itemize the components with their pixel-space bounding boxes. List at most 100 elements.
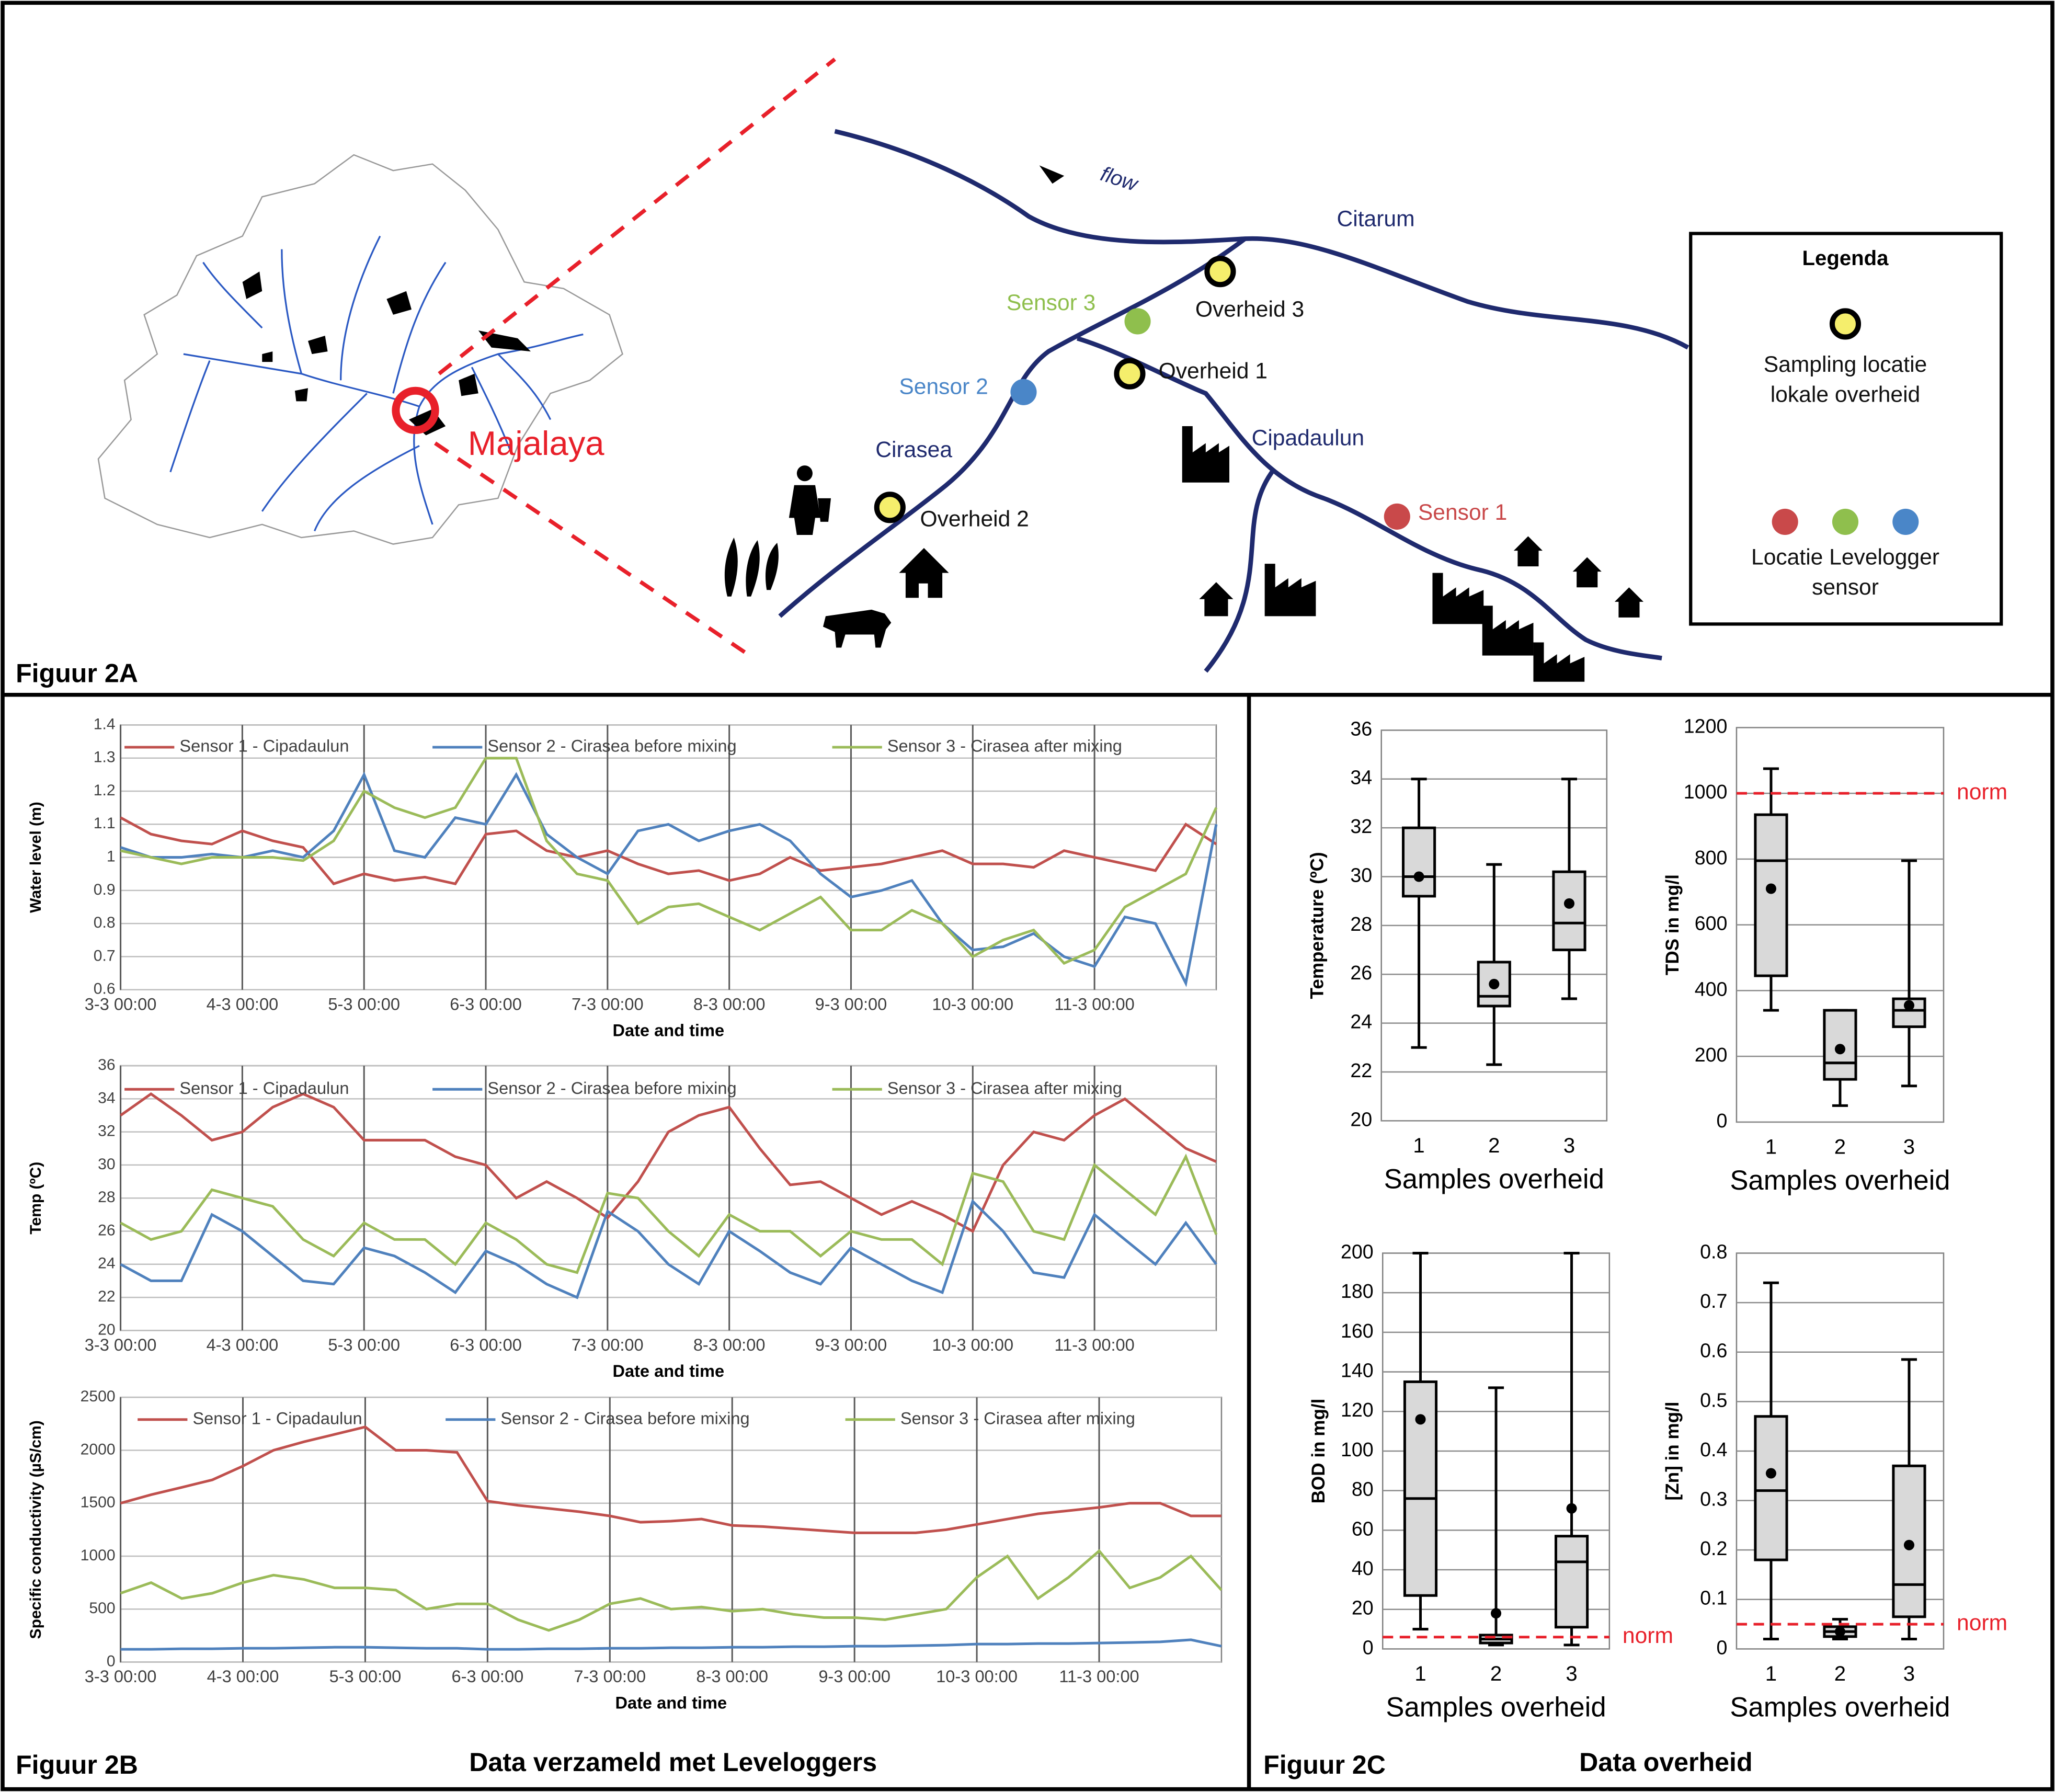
y-axis-label: Water level (m) (27, 802, 44, 913)
x-tick-label: 9-3 00:00 (818, 1667, 891, 1686)
mean-dot (1903, 1539, 1914, 1550)
y-axis-label: Temperature (ºC) (1307, 852, 1328, 999)
majalaya-marker (392, 386, 439, 435)
legend-label: Sensor 3 - Cirasea after mixing (900, 1409, 1135, 1428)
site-label: Overheid 2 (920, 507, 1029, 532)
sites (874, 256, 1236, 523)
legend-text: lokale overheid (1771, 382, 1921, 407)
legend-label: Sensor 1 - Cipadaulun (179, 737, 349, 756)
legend-label: Sensor 3 - Cirasea after mixing (887, 737, 1122, 756)
y-tick-label: 200 (1341, 1240, 1374, 1262)
site-label: Sensor 2 (899, 374, 988, 400)
x-axis-label: Date and time (615, 1693, 727, 1712)
legend-box (1689, 232, 2003, 626)
y-tick-label: 22 (98, 1288, 115, 1305)
site-label: Sensor 3 (1007, 290, 1095, 315)
mean-dot (1834, 1044, 1845, 1055)
x-tick-label: 3 (1566, 1662, 1577, 1685)
box (1403, 1380, 1438, 1597)
x-tick-label: 8-3 00:00 (693, 995, 766, 1013)
overheid-site (1204, 256, 1236, 288)
y-tick-label: 1 (107, 848, 116, 865)
y-tick-label: 2500 (81, 1388, 116, 1405)
y-tick-label: 0 (1716, 1110, 1727, 1132)
x-tick-label: 4-3 00:00 (207, 995, 279, 1013)
x-tick-label: 2 (1834, 1136, 1846, 1159)
box (1401, 826, 1436, 898)
x-tick-label: 3-3 00:00 (85, 995, 157, 1013)
watershed-outline (97, 154, 623, 545)
y-tick-label: 100 (1341, 1439, 1374, 1460)
y-tick-label: 500 (89, 1600, 115, 1617)
x-axis-label: Samples overheid (1730, 1165, 1950, 1196)
x-tick-label: 5-3 00:00 (328, 995, 400, 1013)
x-tick-label: 11-3 00:00 (1054, 995, 1134, 1013)
data-line (120, 816, 1217, 886)
x-tick-label: 6-3 00:00 (452, 1667, 524, 1686)
y-tick-label: 0 (107, 1652, 116, 1670)
x-tick-label: 4-3 00:00 (207, 1336, 279, 1354)
y-tick-label: 30 (98, 1156, 115, 1173)
x-tick-label: 3 (1563, 1134, 1575, 1157)
data-line (120, 1092, 1217, 1234)
y-tick-label: 160 (1341, 1320, 1374, 1342)
river-schematic: flow Citarum Cirasea Cipadaulun Sensor 3… (724, 129, 2003, 682)
x-tick-label: 6-3 00:00 (450, 1336, 522, 1354)
legend-text: Sampling locatie (1764, 352, 1927, 377)
mean-dot (1566, 1503, 1577, 1514)
y-tick-label: 1000 (1684, 781, 1728, 803)
y-tick-label: 0.9 (94, 881, 116, 898)
y-tick-label: 0.8 (94, 914, 116, 931)
x-tick-label: 1 (1765, 1662, 1777, 1685)
data-line (120, 1425, 1221, 1534)
y-tick-label: 36 (1350, 717, 1372, 739)
norm-label: norm (1957, 1610, 2007, 1635)
y-tick-label: 28 (1350, 913, 1372, 935)
icons (724, 426, 1643, 682)
site-label: Sensor 1 (1418, 500, 1507, 525)
y-tick-label: 26 (98, 1222, 115, 1239)
y-tick-label: 800 (1695, 847, 1728, 869)
y-tick-label: 1200 (1684, 715, 1728, 737)
box (1754, 813, 1788, 977)
panel-title: Data verzameld met Leveloggers (469, 1748, 877, 1777)
data-line (120, 1199, 1217, 1299)
legend-label: Sensor 1 - Cipadaulun (192, 1409, 362, 1428)
x-tick-label: 3 (1903, 1662, 1915, 1685)
box (1554, 1535, 1589, 1629)
y-tick-label: 24 (98, 1255, 115, 1272)
x-tick-label: 4-3 00:00 (207, 1667, 279, 1686)
y-axis-label: Specific conductivity (µS/cm) (27, 1420, 44, 1639)
y-tick-label: 0.7 (94, 947, 116, 964)
y-tick-label: 200 (1695, 1044, 1728, 1066)
legend-symbol (1829, 308, 1862, 340)
river-label: Cirasea (875, 437, 952, 462)
y-tick-label: 0.8 (1700, 1240, 1727, 1262)
flow-arrow (1039, 165, 1065, 184)
river-label: Cipadaulun (1252, 425, 1365, 450)
y-tick-label: 0.7 (1700, 1290, 1727, 1312)
y-tick-label: 0.1 (1700, 1587, 1727, 1609)
x-tick-label: 7-3 00:00 (574, 1667, 646, 1686)
data-line (120, 757, 1218, 965)
x-tick-label: 2 (1490, 1662, 1502, 1685)
y-tick-label: 36 (98, 1056, 115, 1074)
x-tick-label: 11-3 00:00 (1054, 1336, 1134, 1354)
y-tick-label: 400 (1695, 978, 1728, 1000)
x-axis-label: Date and time (612, 1021, 724, 1040)
overheid-site (1114, 358, 1146, 390)
legend-label: Sensor 1 - Cipadaulun (179, 1079, 349, 1098)
x-tick-label: 9-3 00:00 (815, 995, 887, 1013)
legend-label: Sensor 3 - Cirasea after mixing (887, 1079, 1122, 1098)
y-tick-label: 0 (1716, 1636, 1727, 1658)
y-tick-label: 120 (1341, 1399, 1374, 1421)
x-axis-label: Samples overheid (1384, 1164, 1604, 1195)
y-tick-label: 600 (1695, 912, 1728, 934)
x-tick-label: 9-3 00:00 (815, 1336, 887, 1354)
data-line (120, 1638, 1222, 1651)
figure-label: Figuur 2C (1263, 1750, 1386, 1779)
y-tick-label: 24 (1350, 1011, 1372, 1033)
y-tick-label: 180 (1341, 1280, 1374, 1302)
y-tick-label: 2000 (81, 1441, 116, 1458)
zoom-line (434, 441, 751, 657)
